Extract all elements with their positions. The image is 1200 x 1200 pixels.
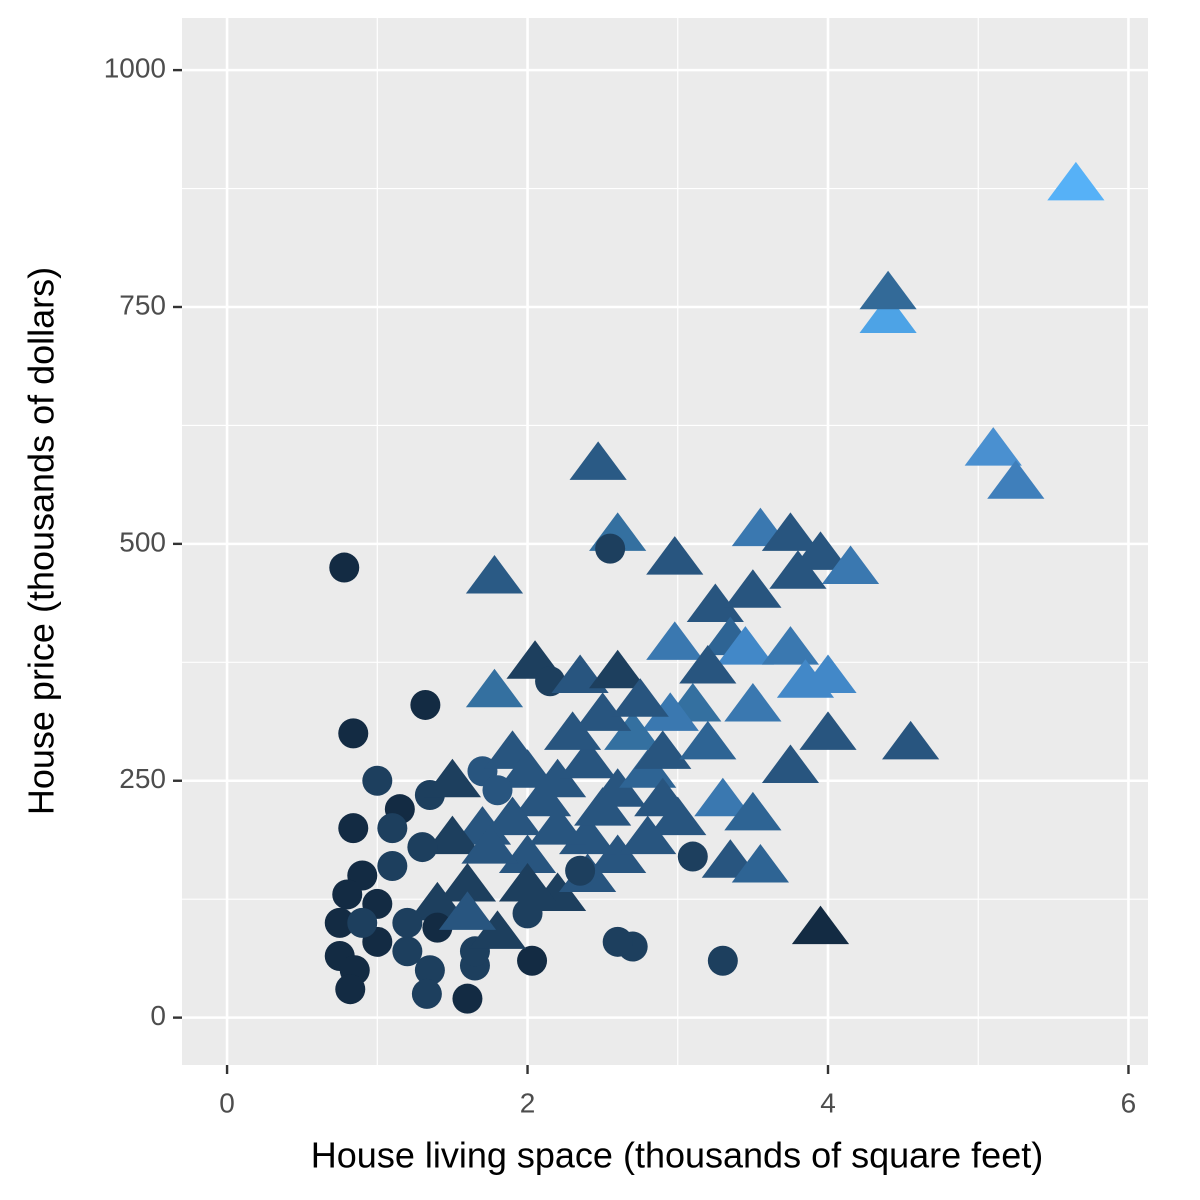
point [461, 825, 519, 864]
point [602, 926, 633, 957]
point [679, 645, 737, 684]
x-tick-label: 0 [219, 1087, 235, 1118]
point [559, 739, 617, 779]
x-axis-title: House living space (thousands of square … [311, 1135, 1043, 1176]
point [634, 730, 692, 769]
point [452, 983, 483, 1014]
point [408, 881, 466, 921]
point [694, 777, 752, 817]
point [411, 978, 442, 1009]
y-tick-label: 1000 [104, 53, 166, 84]
point [987, 460, 1045, 499]
point [791, 905, 850, 945]
point [595, 533, 626, 564]
point [422, 912, 453, 943]
y-axis-title: House price (thousands of dollars) [21, 267, 62, 815]
point [619, 815, 677, 855]
point [604, 711, 662, 750]
point [859, 270, 917, 310]
x-tick-label: 6 [1121, 1087, 1137, 1118]
point [392, 936, 423, 967]
y-tick-label: 0 [150, 1000, 166, 1031]
point [686, 583, 744, 622]
point [377, 813, 408, 844]
point [324, 907, 355, 938]
point [679, 720, 737, 760]
point [465, 668, 524, 708]
point [569, 441, 627, 480]
point [646, 621, 704, 660]
point [528, 806, 587, 845]
point [716, 626, 774, 665]
point [392, 907, 423, 938]
point [338, 718, 369, 749]
point [410, 689, 441, 720]
point [377, 851, 408, 882]
x-tick-label: 4 [820, 1087, 836, 1118]
point [414, 955, 445, 986]
point [468, 910, 527, 949]
point [498, 749, 557, 788]
point [769, 550, 827, 589]
point [641, 692, 699, 731]
x-tick-label: 2 [520, 1087, 536, 1118]
point [574, 692, 632, 731]
point [882, 720, 940, 760]
point [347, 907, 378, 938]
point [724, 569, 782, 608]
point [498, 862, 557, 902]
point [707, 945, 738, 976]
point [1047, 161, 1105, 201]
point [423, 758, 482, 798]
point [362, 765, 393, 796]
point [649, 796, 707, 836]
point [724, 682, 782, 722]
point [611, 678, 669, 717]
point [821, 545, 880, 585]
point [589, 834, 647, 874]
point [565, 855, 596, 886]
point [589, 649, 647, 689]
point [964, 427, 1022, 466]
point [513, 777, 572, 817]
point [465, 555, 524, 594]
point [859, 294, 917, 333]
point [724, 791, 782, 831]
point [761, 626, 820, 665]
point [799, 711, 857, 750]
point [761, 744, 820, 784]
point [544, 711, 602, 750]
point [517, 945, 548, 976]
point [791, 531, 850, 570]
point [483, 796, 542, 836]
point [574, 787, 632, 826]
point [407, 832, 438, 863]
point [332, 879, 363, 910]
point [335, 974, 366, 1005]
point [761, 512, 820, 551]
point [329, 552, 360, 583]
point [338, 813, 369, 844]
y-tick-label: 750 [119, 289, 166, 320]
panel [182, 18, 1148, 1065]
point [677, 841, 708, 872]
y-tick-label: 500 [119, 526, 166, 557]
point [423, 815, 482, 855]
point [438, 891, 497, 930]
point [438, 862, 497, 902]
point [646, 536, 704, 575]
point [799, 654, 857, 694]
y-tick-label: 250 [119, 763, 166, 794]
points [324, 161, 1105, 1014]
point [482, 775, 513, 806]
point [731, 844, 789, 883]
